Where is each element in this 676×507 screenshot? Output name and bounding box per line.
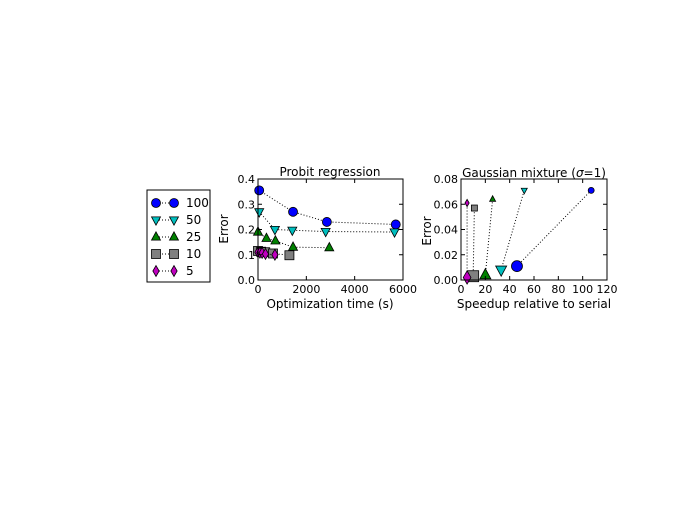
- series-10: [467, 204, 480, 283]
- x-axis-label: Speedup relative to serial: [457, 297, 611, 311]
- data-point: [511, 260, 523, 273]
- x-tick-label: 60: [527, 283, 541, 296]
- y-axis-label: Error: [217, 214, 231, 243]
- series-100: [254, 185, 401, 230]
- x-tick-label: 120: [597, 283, 618, 296]
- data-point: [520, 187, 528, 195]
- x-tick-label: 100: [572, 283, 593, 296]
- legend-marker: [169, 249, 179, 259]
- y-tick-label: 0.04: [434, 224, 459, 237]
- legend-entry: 100: [151, 196, 209, 210]
- y-tick-label: 0.08: [434, 173, 459, 186]
- plot-frame: [460, 178, 608, 281]
- x-tick-label: 80: [551, 283, 565, 296]
- data-point: [462, 270, 472, 285]
- data-point: [254, 185, 265, 196]
- data-point: [321, 217, 332, 227]
- data-point: [324, 241, 335, 252]
- series-line: [258, 211, 395, 233]
- y-tick-label: 0.1: [238, 249, 256, 262]
- x-tick-label: 0: [458, 283, 465, 296]
- data-point: [494, 265, 508, 278]
- y-axis-label: Error: [420, 216, 434, 245]
- legend-marker: [151, 198, 161, 208]
- y-tick-label: 0.00: [434, 274, 459, 287]
- data-point: [488, 194, 497, 202]
- data-point: [271, 248, 279, 261]
- plot-frame: [257, 178, 404, 281]
- series-line: [516, 190, 592, 267]
- y-tick-label: 0.2: [238, 224, 256, 237]
- series-50: [494, 187, 528, 278]
- legend-label: 10: [186, 247, 201, 261]
- series-line: [484, 199, 494, 275]
- series-5: [462, 198, 472, 285]
- legend-entry: 10: [151, 247, 201, 261]
- legend-entry: 50: [150, 213, 201, 227]
- y-tick-label: 0.06: [434, 198, 459, 211]
- series-line: [258, 189, 396, 225]
- title-eq: =1): [584, 166, 606, 180]
- y-tick-label: 0.02: [434, 249, 459, 262]
- data-point: [587, 186, 595, 194]
- series-25: [479, 194, 497, 280]
- data-point: [470, 204, 478, 212]
- legend-marker: [151, 249, 161, 259]
- x-tick-label: 0: [255, 283, 262, 296]
- data-point: [288, 206, 298, 217]
- x-tick-label: 40: [503, 283, 517, 296]
- legend-marker: [168, 216, 180, 227]
- legend-entry: 5: [152, 264, 194, 278]
- legend-marker: [169, 198, 179, 208]
- x-tick-label: 2000: [292, 283, 320, 296]
- title-text: Gaussian mixture (: [462, 166, 576, 180]
- y-tick-label: 0.3: [238, 198, 256, 211]
- data-point: [284, 250, 295, 261]
- chart-title: Gaussian mixture (σ=1): [462, 166, 606, 180]
- series-line: [500, 190, 525, 271]
- series-100: [511, 186, 595, 273]
- data-point: [389, 228, 400, 239]
- data-point: [287, 241, 299, 251]
- legend-marker: [150, 230, 162, 241]
- data-point: [320, 227, 331, 238]
- legend-marker: [168, 230, 180, 241]
- series-50: [254, 208, 400, 239]
- x-tick-label: 4000: [341, 283, 369, 296]
- data-point: [287, 226, 298, 237]
- series-line: [472, 208, 475, 277]
- data-point: [254, 208, 265, 218]
- data-point: [464, 198, 470, 208]
- x-tick-label: 6000: [389, 283, 417, 296]
- data-point: [390, 219, 401, 230]
- legend-label: 5: [186, 264, 194, 278]
- legend-entry: 25: [150, 230, 201, 244]
- y-tick-label: 0.4: [238, 173, 256, 186]
- chart-gaussian: Gaussian mixture (σ=1) Error Speedup rel…: [420, 166, 618, 311]
- legend-label: 50: [186, 213, 201, 227]
- chart-probit: Probit regression Error Optimization tim…: [217, 165, 417, 311]
- legend-marker: [152, 264, 160, 278]
- chart-title: Probit regression: [279, 165, 380, 179]
- x-tick-label: 20: [478, 283, 492, 296]
- data-point: [261, 247, 270, 261]
- y-tick-label: 0.0: [238, 274, 256, 287]
- title-sigma: σ: [576, 166, 584, 180]
- legend-marker: [150, 216, 162, 227]
- data-point: [270, 234, 281, 245]
- x-axis-label: Optimization time (s): [266, 297, 393, 311]
- legend: 100 50 25 10 5: [146, 189, 211, 283]
- legend-label: 25: [186, 230, 201, 244]
- legend-marker: [170, 264, 178, 278]
- legend-label: 100: [186, 196, 209, 210]
- data-point: [269, 225, 281, 236]
- data-point: [261, 232, 272, 242]
